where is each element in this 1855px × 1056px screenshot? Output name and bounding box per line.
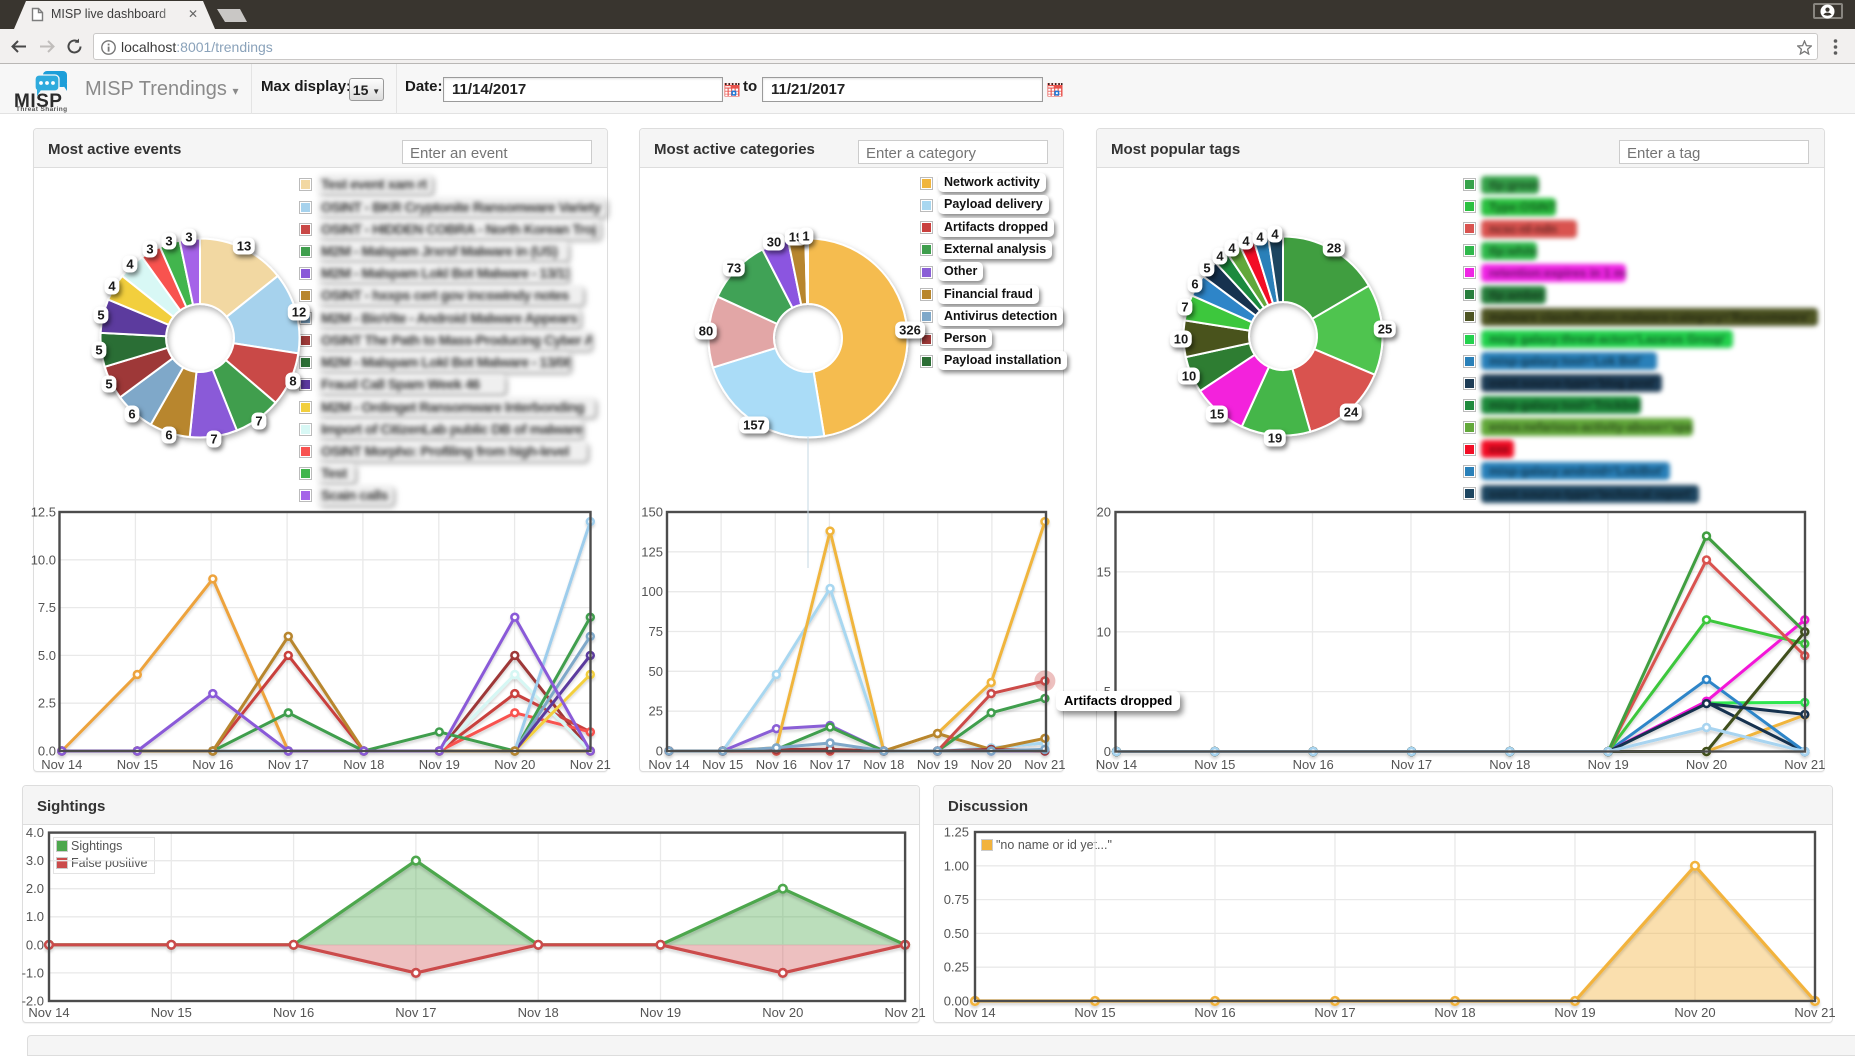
svg-text:Nov 16: Nov 16 bbox=[1194, 1005, 1235, 1020]
svg-text:0: 0 bbox=[1104, 744, 1111, 759]
svg-text:Nov 18: Nov 18 bbox=[518, 1005, 559, 1020]
svg-text:Nov 14: Nov 14 bbox=[1096, 757, 1137, 772]
svg-text:0: 0 bbox=[656, 744, 663, 759]
svg-text:Nov 17: Nov 17 bbox=[1314, 1005, 1355, 1020]
svg-text:10.0: 10.0 bbox=[31, 552, 56, 567]
svg-text:150: 150 bbox=[641, 505, 663, 520]
svg-text:Nov 18: Nov 18 bbox=[1489, 757, 1530, 772]
svg-text:3.0: 3.0 bbox=[26, 853, 44, 868]
svg-text:Nov 16: Nov 16 bbox=[192, 757, 233, 772]
svg-text:Nov 16: Nov 16 bbox=[1293, 757, 1334, 772]
svg-text:0.50: 0.50 bbox=[944, 926, 969, 941]
svg-text:0.0: 0.0 bbox=[26, 937, 44, 952]
svg-text:-1.0: -1.0 bbox=[22, 965, 44, 980]
svg-text:Nov 21: Nov 21 bbox=[1784, 757, 1825, 772]
svg-text:Nov 18: Nov 18 bbox=[343, 757, 384, 772]
svg-text:Nov 20: Nov 20 bbox=[1686, 757, 1727, 772]
svg-text:Nov 14: Nov 14 bbox=[648, 757, 689, 772]
svg-text:0.00: 0.00 bbox=[944, 994, 969, 1009]
svg-text:Nov 17: Nov 17 bbox=[268, 757, 309, 772]
svg-text:7.5: 7.5 bbox=[38, 600, 56, 615]
svg-text:Nov 19: Nov 19 bbox=[1588, 757, 1629, 772]
svg-text:75: 75 bbox=[649, 624, 663, 639]
svg-text:Nov 16: Nov 16 bbox=[756, 757, 797, 772]
svg-text:0.0: 0.0 bbox=[38, 744, 56, 759]
svg-text:0.25: 0.25 bbox=[944, 960, 969, 975]
svg-text:100: 100 bbox=[641, 584, 663, 599]
svg-text:Nov 20: Nov 20 bbox=[971, 757, 1012, 772]
svg-text:0.75: 0.75 bbox=[944, 892, 969, 907]
svg-text:Nov 15: Nov 15 bbox=[151, 1005, 192, 1020]
svg-text:Nov 14: Nov 14 bbox=[28, 1005, 69, 1020]
svg-text:15: 15 bbox=[1097, 564, 1111, 579]
svg-text:Nov 21: Nov 21 bbox=[570, 757, 611, 772]
svg-text:Nov 20: Nov 20 bbox=[762, 1005, 803, 1020]
svg-text:-2.0: -2.0 bbox=[22, 993, 44, 1008]
svg-text:Nov 17: Nov 17 bbox=[395, 1005, 436, 1020]
svg-text:Nov 15: Nov 15 bbox=[1194, 757, 1235, 772]
svg-text:1.0: 1.0 bbox=[26, 909, 44, 924]
svg-text:2.5: 2.5 bbox=[38, 696, 56, 711]
svg-text:Nov 18: Nov 18 bbox=[863, 757, 904, 772]
svg-text:1.00: 1.00 bbox=[944, 858, 969, 873]
svg-text:Nov 15: Nov 15 bbox=[1074, 1005, 1115, 1020]
svg-text:Nov 19: Nov 19 bbox=[640, 1005, 681, 1020]
svg-text:4.0: 4.0 bbox=[26, 825, 44, 840]
svg-text:10: 10 bbox=[1097, 624, 1111, 639]
svg-text:25: 25 bbox=[649, 704, 663, 719]
svg-text:20: 20 bbox=[1097, 505, 1111, 520]
svg-text:1.25: 1.25 bbox=[944, 825, 969, 840]
svg-text:Nov 15: Nov 15 bbox=[702, 757, 743, 772]
svg-text:Nov 21: Nov 21 bbox=[884, 1005, 925, 1020]
svg-text:Nov 14: Nov 14 bbox=[41, 757, 82, 772]
svg-text:Nov 16: Nov 16 bbox=[273, 1005, 314, 1020]
svg-text:Nov 19: Nov 19 bbox=[1554, 1005, 1595, 1020]
svg-text:50: 50 bbox=[649, 664, 663, 679]
svg-text:Nov 17: Nov 17 bbox=[809, 757, 850, 772]
svg-text:Nov 14: Nov 14 bbox=[954, 1005, 995, 1020]
svg-text:5.0: 5.0 bbox=[38, 648, 56, 663]
svg-text:Nov 19: Nov 19 bbox=[917, 757, 958, 772]
svg-text:Nov 15: Nov 15 bbox=[117, 757, 158, 772]
svg-text:12.5: 12.5 bbox=[31, 505, 56, 520]
svg-text:125: 125 bbox=[641, 544, 663, 559]
svg-text:2.0: 2.0 bbox=[26, 881, 44, 896]
svg-text:Nov 20: Nov 20 bbox=[1674, 1005, 1715, 1020]
svg-text:Nov 21: Nov 21 bbox=[1794, 1005, 1835, 1020]
svg-text:Nov 19: Nov 19 bbox=[419, 757, 460, 772]
svg-text:Nov 18: Nov 18 bbox=[1434, 1005, 1475, 1020]
svg-text:MISP: MISP bbox=[14, 91, 62, 112]
svg-text:Nov 21: Nov 21 bbox=[1024, 757, 1065, 772]
svg-text:Nov 20: Nov 20 bbox=[494, 757, 535, 772]
svg-text:Nov 17: Nov 17 bbox=[1391, 757, 1432, 772]
